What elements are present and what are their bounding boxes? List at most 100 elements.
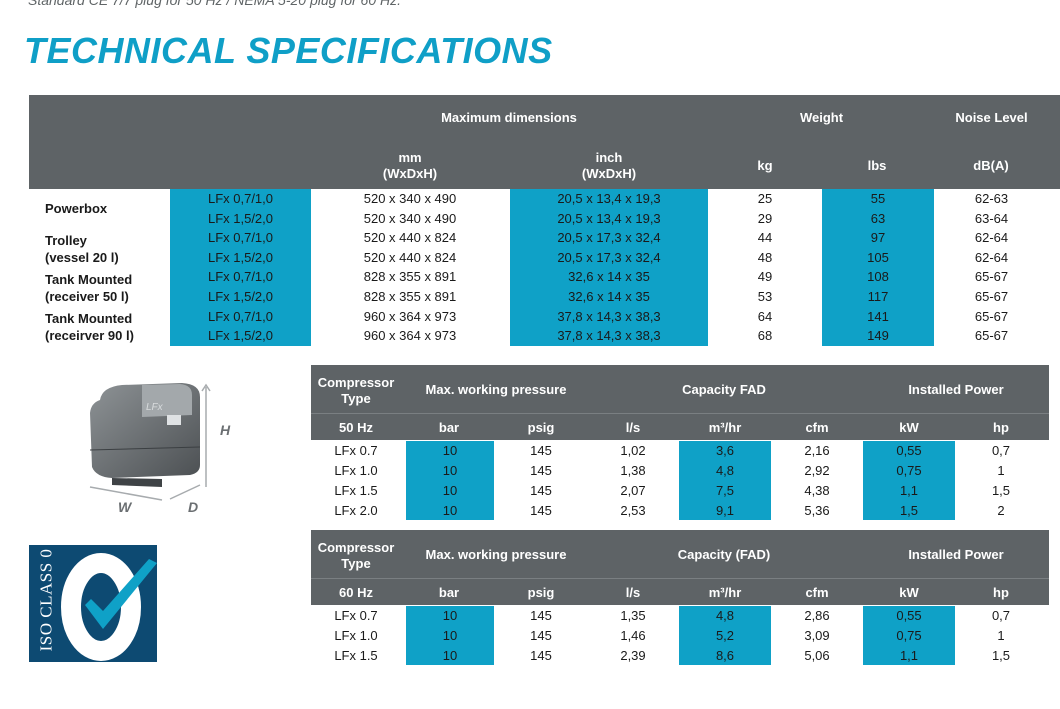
cell-kw: 1,1 (899, 483, 919, 498)
weight-header: Weight (799, 110, 844, 125)
zero-check-icon (61, 553, 157, 661)
cell-hp: 1,5 (991, 648, 1011, 663)
table-row: LFx 1.0 10 145 1,38 4,8 2,92 0,75 1 (311, 461, 1049, 481)
cell-m3hr: 5,2 (715, 628, 735, 643)
cell-type: LFx 0.7 (334, 608, 378, 623)
cell-ls: 1,46 (620, 628, 646, 643)
cell-kw: 0,55 (896, 443, 922, 458)
inch-unit: (WxDxH) (581, 166, 637, 181)
kw-header: kW (899, 585, 919, 600)
m3hr-column-bg (679, 441, 771, 520)
ls-header: l/s (625, 420, 641, 435)
cell-kg: 49 (757, 269, 773, 285)
cell-bar: 10 (442, 608, 458, 623)
cell-ls: 2,39 (620, 648, 646, 663)
table-row: LFx 1.5 10 145 2,39 8,6 5,06 1,1 1,5 (311, 646, 1049, 666)
cell-lbs: 149 (867, 328, 889, 344)
cell-bar: 10 (442, 628, 458, 643)
table-row: LFx 2.0 10 145 2,53 9,1 5,36 1,5 2 (311, 501, 1049, 521)
cell-mm: 520 x 440 x 824 (363, 230, 457, 246)
group-label: Powerbox (45, 201, 108, 216)
compressor-type-header: Compressor Type (317, 375, 395, 406)
m3hr-header: m³/hr (708, 585, 742, 600)
cell-model: LFx 0,7/1,0 (207, 191, 274, 206)
cell-kg: 48 (757, 249, 773, 265)
table-row: LFx 0,7/1,0 960 x 364 x 973 37,8 x 14,3 x … (29, 307, 1060, 327)
cell-mm: 520 x 440 x 824 (363, 249, 457, 265)
cell-cfm: 4,38 (804, 483, 830, 498)
psig-header: psig (527, 420, 555, 435)
cell-inch: 37,8 x 14,3 x 38,3 (557, 308, 661, 324)
cell-m3hr: 9,1 (715, 503, 735, 518)
capacity-header: Capacity FAD (682, 382, 766, 397)
cell-model: LFx 0,7/1,0 (207, 269, 274, 285)
group-label: Tank Mounted (receiver 50 l) (45, 272, 133, 304)
m3hr-column-bg (679, 606, 771, 665)
width-label: W (118, 499, 132, 515)
model-column-bg (170, 189, 311, 346)
bar-column-bg (406, 441, 494, 520)
cell-kg: 29 (757, 210, 773, 226)
cell-lbs: 117 (867, 289, 889, 304)
cfm-header: cfm (805, 420, 829, 435)
cell-type: LFx 1.0 (334, 463, 378, 478)
cell-ls: 2,53 (620, 503, 646, 518)
cell-cfm: 2,16 (804, 443, 830, 458)
cell-cfm: 3,09 (804, 628, 830, 643)
cell-db: 62-63 (974, 191, 1009, 206)
cell-lbs: 108 (867, 269, 889, 285)
product-image: LFx (82, 375, 222, 515)
cell-inch: 20,5 x 13,4 x 19,3 (557, 210, 661, 226)
table-row: LFx 0,7/1,0 520 x 340 x 490 20,5 x 13,4 x … (29, 189, 1060, 209)
capacity-header: Capacity (FAD) (677, 547, 771, 562)
spec-table-header: Maximum dimensions Weight Noise Level mm… (29, 95, 1060, 189)
table-60hz-subheader: 60 Hz bar psig l/s m³/hr cfm kW hp (311, 578, 1049, 605)
table-row: LFx 0.7 10 145 1,02 3,6 2,16 0,55 0,7 (311, 441, 1049, 461)
cell-lbs: 141 (867, 308, 889, 324)
cell-psig: 145 (530, 628, 552, 643)
cell-mm: 960 x 364 x 973 (363, 328, 457, 344)
cell-kg: 64 (757, 308, 773, 324)
cell-mm: 828 x 355 x 891 (363, 269, 457, 285)
table-50hz-subheader: 50 Hz bar psig l/s m³/hr cfm kW hp (311, 413, 1049, 440)
cell-psig: 145 (530, 463, 552, 478)
cell-psig: 145 (530, 648, 552, 663)
cell-m3hr: 8,6 (715, 648, 735, 663)
cell-hp: 0,7 (991, 608, 1011, 623)
cell-kw: 1,1 (899, 648, 919, 663)
depth-label: D (188, 499, 199, 515)
table-row: LFx 1.5 10 145 2,07 7,5 4,38 1,1 1,5 (311, 481, 1049, 501)
cell-inch: 32,6 x 14 x 35 (568, 269, 650, 285)
cell-ls: 1,35 (620, 608, 646, 623)
freq-header: 50 Hz (339, 420, 373, 435)
cell-ls: 1,02 (620, 443, 646, 458)
cell-kw: 0,75 (896, 628, 922, 643)
mm-label: mm (398, 150, 422, 165)
cell-kg: 25 (757, 191, 773, 206)
cell-bar: 10 (442, 463, 458, 478)
cell-psig: 145 (530, 503, 552, 518)
cell-psig: 145 (530, 483, 552, 498)
cell-inch: 20,5 x 17,3 x 32,4 (557, 230, 661, 246)
cell-mm: 960 x 364 x 973 (363, 308, 457, 324)
table-row: LFx 0,7/1,0 828 x 355 x 891 32,6 x 14 x 35… (29, 267, 1060, 287)
power-header: Installed Power (908, 547, 1004, 562)
cell-psig: 145 (530, 608, 552, 623)
cell-kw: 0,75 (896, 463, 922, 478)
cell-db: 62-64 (974, 230, 1009, 246)
cell-model: LFx 0,7/1,0 (207, 308, 274, 324)
cell-cfm: 2,92 (804, 463, 830, 478)
cell-model: LFx 1,5/2,0 (207, 210, 274, 226)
cell-hp: 0,7 (991, 443, 1011, 458)
cell-type: LFx 1.5 (334, 648, 378, 663)
noise-header: Noise Level (955, 110, 1028, 125)
table-50hz-header: Compressor Type Max. working pressure Cap… (311, 365, 1049, 413)
cell-hp: 1 (997, 463, 1005, 478)
cell-db: 65-67 (974, 289, 1009, 304)
table-row: LFx 0,7/1,0 520 x 440 x 824 20,5 x 17,3 x … (29, 228, 1060, 248)
table-row: LFx 1,5/2,0 828 x 355 x 891 32,6 x 14 x 35… (29, 287, 1060, 307)
cell-m3hr: 4,8 (715, 608, 735, 623)
cell-mm: 520 x 340 x 490 (363, 210, 457, 226)
cell-db: 65-67 (974, 269, 1009, 285)
cell-type: LFx 0.7 (334, 443, 378, 458)
